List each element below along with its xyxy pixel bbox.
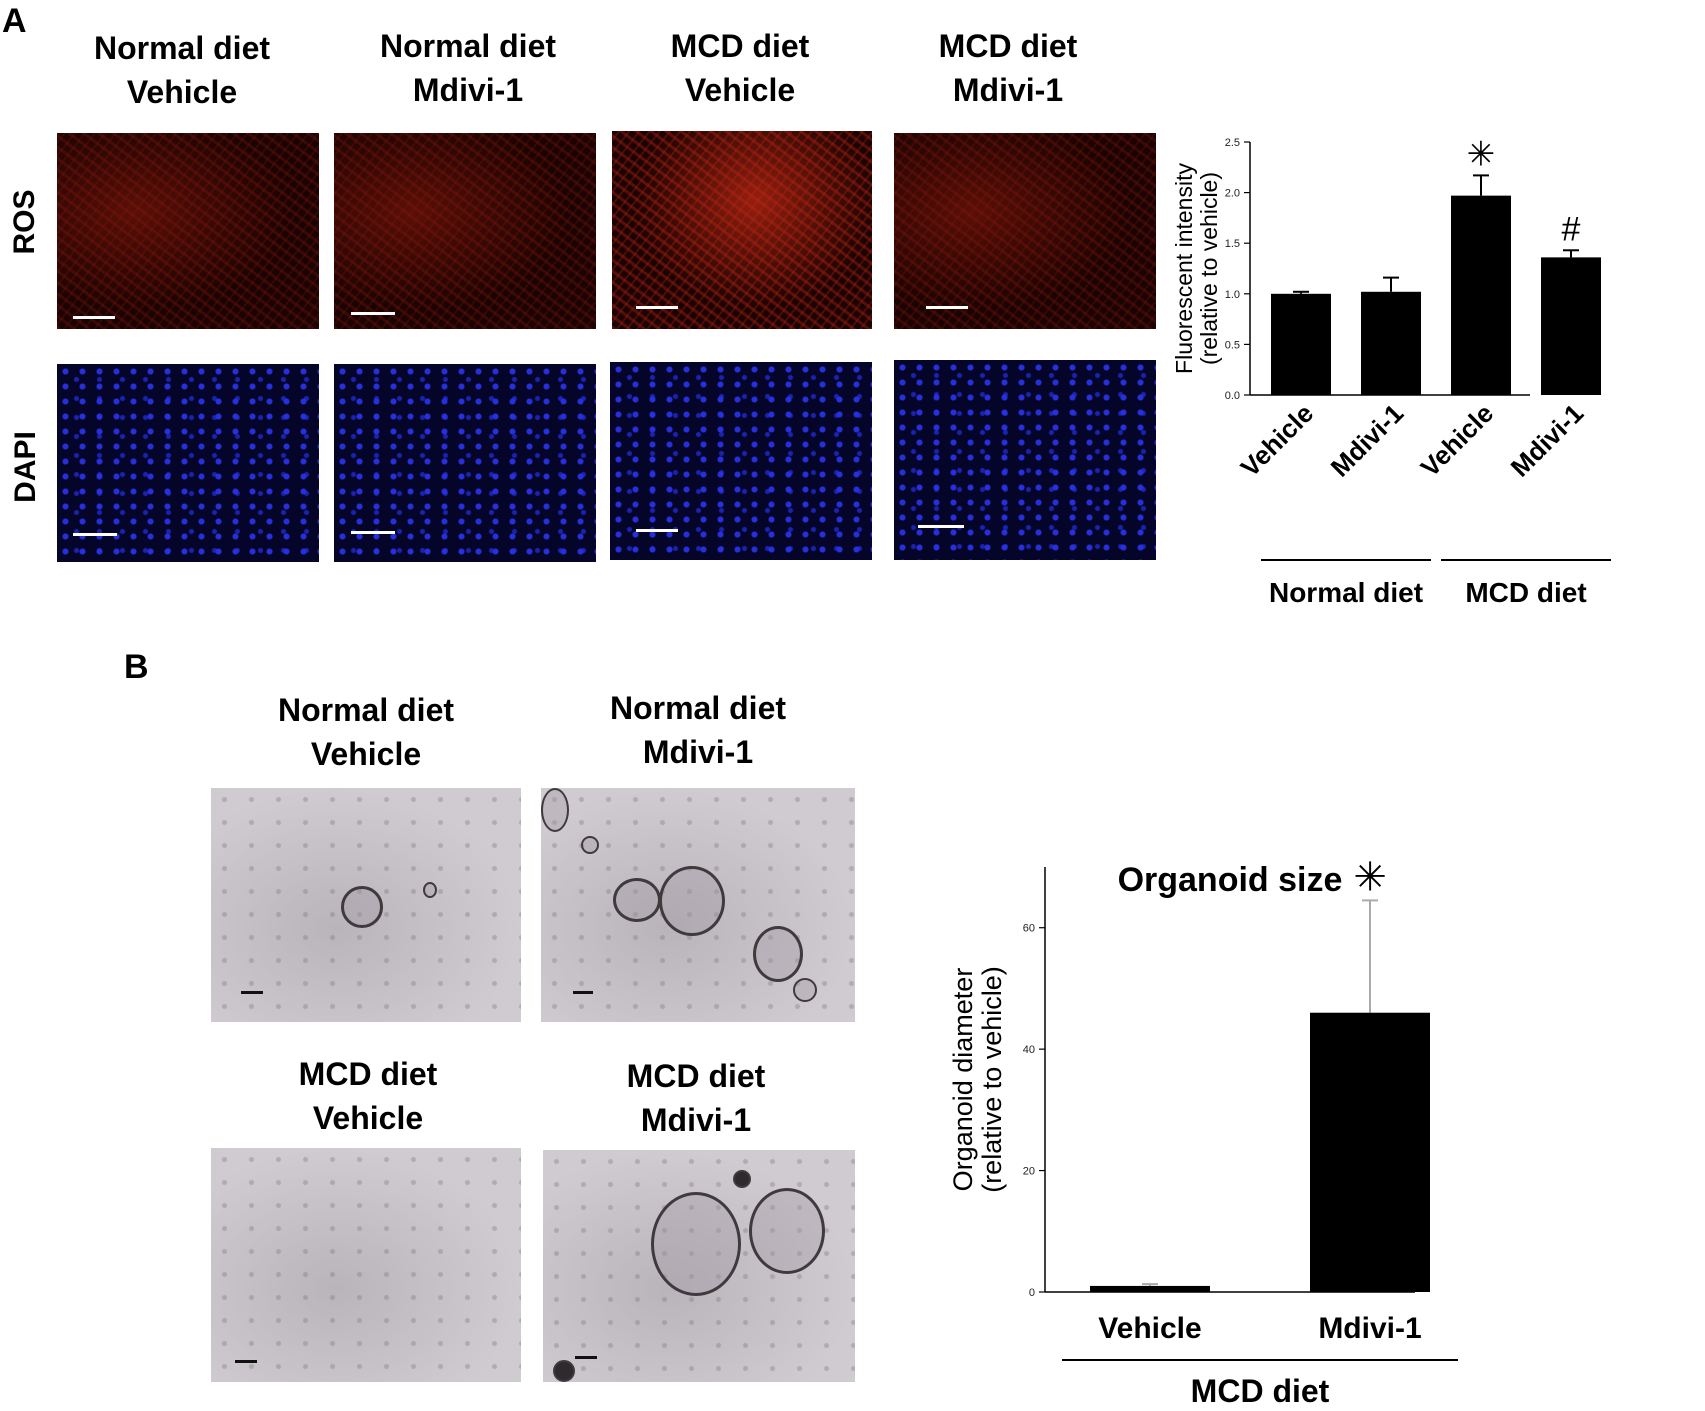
y-tick-label: 0.0 xyxy=(1225,390,1240,402)
chart-title: Organoid size xyxy=(1118,861,1343,899)
scale-bar xyxy=(351,312,395,315)
column-label-b-mcd-vehicle: MCD diet Vehicle xyxy=(238,1052,498,1140)
column-label-line2: Mdivi-1 xyxy=(412,72,524,108)
category-label: Vehicle xyxy=(1098,1312,1201,1345)
ros-image-normal-mdivi xyxy=(334,133,596,329)
significance-marker: ✳ xyxy=(1467,135,1496,173)
organoid-image-normal-mdivi xyxy=(541,788,855,1022)
organoid xyxy=(749,1188,825,1274)
y-axis-label-line2: (relative to vehicle) xyxy=(1196,172,1222,365)
organoid xyxy=(541,788,569,832)
category-label: Mdivi-1 xyxy=(1505,398,1590,483)
group-label: MCD diet xyxy=(1465,577,1586,608)
organoid xyxy=(733,1170,751,1188)
bar xyxy=(1541,257,1601,395)
scale-bar xyxy=(575,1356,597,1359)
column-label-line1: MCD diet xyxy=(670,28,810,64)
scale-bar xyxy=(73,533,117,536)
column-label-line1: MCD diet xyxy=(298,1056,438,1092)
column-label-mcd-vehicle: MCD diet Vehicle xyxy=(610,24,870,112)
column-label-line1: Normal diet xyxy=(277,692,455,728)
dapi-image-mcd-vehicle xyxy=(610,362,872,560)
organoid xyxy=(659,866,725,936)
bar xyxy=(1361,291,1421,395)
y-tick-label: 2.5 xyxy=(1225,137,1240,149)
organoid xyxy=(553,1360,575,1382)
category-label: Vehicle xyxy=(1415,398,1500,483)
scale-bar xyxy=(241,991,263,994)
bar xyxy=(1451,195,1511,395)
organoid-image-normal-vehicle xyxy=(211,788,521,1022)
organoid-image-mcd-vehicle xyxy=(211,1148,521,1382)
panel-letter-a: A xyxy=(2,2,27,40)
y-axis-label-line2: (relative to vehicle) xyxy=(977,966,1007,1193)
column-label-line2: Vehicle xyxy=(126,74,238,110)
bar xyxy=(1310,1012,1430,1292)
column-label-normal-vehicle: Normal diet Vehicle xyxy=(52,26,312,114)
dapi-image-normal-vehicle xyxy=(57,364,319,562)
column-label-line1: Normal diet xyxy=(379,28,557,64)
row-label-ros: ROS xyxy=(8,189,41,255)
scale-bar xyxy=(636,306,678,309)
column-label-b-normal-mdivi: Normal diet Mdivi-1 xyxy=(568,686,828,774)
dapi-image-mcd-mdivi xyxy=(894,360,1156,560)
column-label-line2: Vehicle xyxy=(310,736,422,772)
y-tick-label: 40 xyxy=(1023,1044,1035,1056)
column-label-line2: Vehicle xyxy=(312,1100,424,1136)
column-label-line1: MCD diet xyxy=(626,1058,766,1094)
group-label: MCD diet xyxy=(1191,1373,1330,1409)
category-label: Vehicle xyxy=(1235,398,1320,483)
column-label-line2: Mdivi-1 xyxy=(642,734,754,770)
y-tick-label: 20 xyxy=(1023,1166,1035,1178)
organoid xyxy=(613,878,661,922)
scale-bar xyxy=(351,531,395,534)
column-label-normal-mdivi: Normal diet Mdivi-1 xyxy=(338,24,598,112)
column-label-line2: Mdivi-1 xyxy=(640,1102,752,1138)
row-label-dapi: DAPI xyxy=(9,431,42,503)
column-label-line2: Mdivi-1 xyxy=(952,72,1064,108)
y-tick-label: 2.0 xyxy=(1225,188,1240,200)
column-label-line1: MCD diet xyxy=(938,28,1078,64)
chart-fluorescent-intensity: 0.0 0.5 1.0 1.5 2.0 2.5 Fluorescent intensity(… xyxy=(1171,135,1611,608)
scale-bar xyxy=(636,529,678,532)
significance-marker: # xyxy=(1562,210,1581,248)
scale-bar xyxy=(73,316,115,319)
y-tick-label: 0.5 xyxy=(1225,339,1240,351)
panel-letter-b: B xyxy=(124,648,149,686)
scale-bar xyxy=(926,306,968,309)
organoid xyxy=(753,926,803,982)
organoid xyxy=(793,978,817,1002)
column-label-line2: Vehicle xyxy=(684,72,796,108)
column-label-b-normal-vehicle: Normal diet Vehicle xyxy=(236,688,496,776)
category-label: Mdivi-1 xyxy=(1318,1312,1421,1345)
organoid xyxy=(341,886,383,928)
organoid xyxy=(581,836,599,854)
y-axis-label-line1: Fluorescent intensity xyxy=(1171,163,1197,374)
ros-image-mcd-mdivi xyxy=(894,133,1156,329)
y-tick-label: 0 xyxy=(1029,1287,1035,1299)
organoid-image-mcd-mdivi xyxy=(543,1150,855,1382)
chart-organoid-size: Organoid size 0 20 40 60 Organoid diameter (re… xyxy=(948,855,1458,1409)
dapi-image-normal-mdivi xyxy=(334,364,596,562)
ros-image-normal-vehicle xyxy=(57,133,319,329)
significance-marker: ✳ xyxy=(1353,855,1387,899)
organoid xyxy=(423,882,437,898)
column-label-mcd-mdivi: MCD diet Mdivi-1 xyxy=(878,24,1138,112)
scale-bar xyxy=(235,1360,257,1363)
column-label-line1: Normal diet xyxy=(93,30,271,66)
bar xyxy=(1271,293,1331,395)
organoid xyxy=(651,1192,741,1296)
y-tick-label: 1.5 xyxy=(1225,238,1240,250)
scale-bar xyxy=(918,525,964,528)
bar xyxy=(1090,1285,1210,1292)
ros-image-mcd-vehicle xyxy=(612,131,872,329)
scale-bar xyxy=(573,991,593,994)
y-tick-label: 1.0 xyxy=(1225,289,1240,301)
column-label-line1: Normal diet xyxy=(609,690,787,726)
y-axis-label-line1: Organoid diameter xyxy=(948,968,978,1192)
category-label: Mdivi-1 xyxy=(1325,398,1410,483)
y-tick-label: 60 xyxy=(1023,923,1035,935)
column-label-b-mcd-mdivi: MCD diet Mdivi-1 xyxy=(566,1054,826,1142)
group-label: Normal diet xyxy=(1269,577,1423,608)
